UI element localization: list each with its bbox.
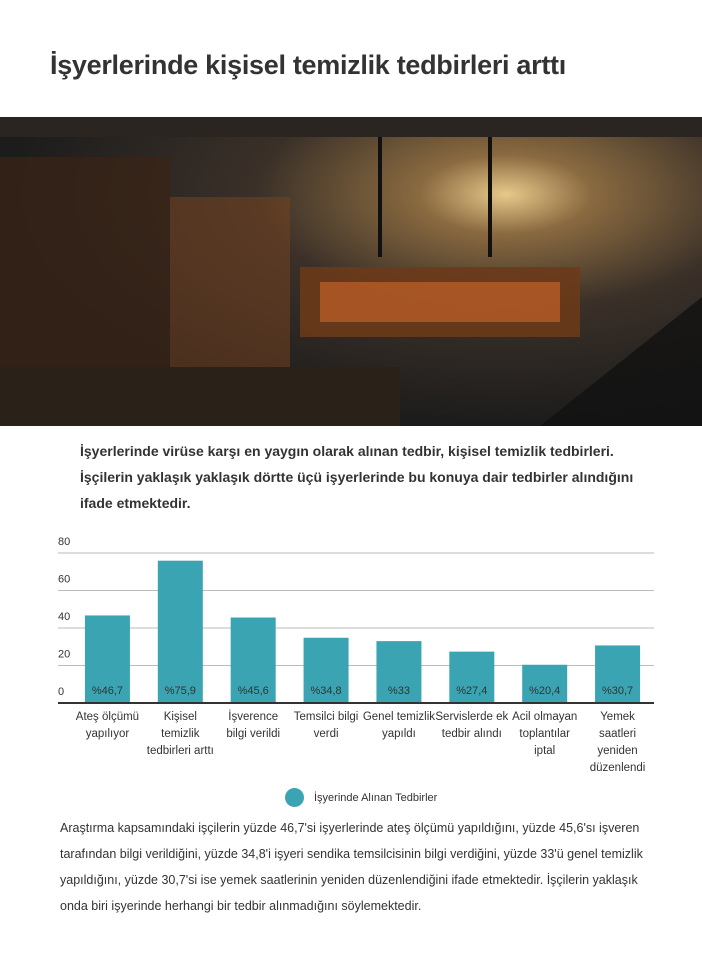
- x-tick-label-box: Acil olmayan toplantılar iptal: [512, 711, 578, 757]
- title: İşyerlerinde kişisel temizlik tedbirleri…: [50, 50, 566, 80]
- value-label: %27,4: [456, 685, 487, 697]
- x-tick-label: Servislerde ek tedbir alındı: [435, 711, 509, 740]
- bar: [157, 560, 203, 703]
- bar: [595, 645, 641, 703]
- legend-swatch: [285, 788, 304, 807]
- x-tick-label-box: Kişisel temizlik tedbirleri arttı: [146, 711, 214, 757]
- value-label: %30,7: [602, 685, 633, 697]
- x-tick-label-box: Servislerde ek tedbir alındı: [435, 711, 509, 740]
- y-tick-label: 80: [58, 536, 70, 548]
- x-tick-label: Temsilci bilgi verdi: [293, 711, 359, 740]
- closing-text: Araştırma kapsamındaki işçilerin yüzde 4…: [60, 821, 643, 913]
- x-tick-label-box: İşverence bilgi verildi: [226, 711, 281, 740]
- y-tick-label: 60: [58, 574, 70, 586]
- x-tick-label-box: Genel temizlik yapıldı: [362, 711, 436, 740]
- x-tick-label-box: Ateş ölçümü yapılıyor: [75, 711, 140, 740]
- value-label: %46,7: [92, 685, 123, 697]
- y-tick-label: 0: [58, 686, 64, 698]
- bar: [84, 615, 130, 703]
- legend-label: İşyerinde Alınan Tedbirler: [314, 791, 438, 804]
- x-tick-label-box: Temsilci bilgi verdi: [293, 711, 359, 740]
- value-label: %34,8: [310, 685, 341, 697]
- value-label: %45,6: [238, 685, 269, 697]
- legend: İşyerinde Alınan Tedbirler: [285, 788, 437, 807]
- x-tick-label: Kişisel temizlik tedbirleri arttı: [146, 711, 214, 757]
- bar: [230, 617, 276, 703]
- x-tick-label: İşverence bilgi verildi: [226, 711, 281, 740]
- value-label: %20,4: [529, 685, 560, 697]
- hero-image: [0, 117, 702, 426]
- bar: [449, 651, 495, 703]
- value-label: %75,9: [165, 685, 196, 697]
- x-tick-label: Acil olmayan toplantılar iptal: [512, 711, 578, 757]
- intro-text: İşyerlerinde virüse karşı en yaygın olar…: [80, 443, 634, 511]
- y-tick-label: 40: [58, 611, 70, 623]
- bar: [303, 637, 349, 703]
- x-tick-label: Yemek saatleri yeniden düzenlendi: [589, 711, 646, 774]
- bar: [376, 641, 422, 703]
- x-tick-label: Ateş ölçümü yapılıyor: [75, 711, 140, 740]
- bar: [522, 664, 568, 703]
- chart: 0 20 40 60 80 %46,7 Ateş ölçümü yapılıyor %75,9…: [58, 536, 654, 774]
- value-label: %33: [388, 685, 410, 697]
- x-tick-label-box: Yemek saatleri yeniden düzenlendi: [589, 711, 646, 774]
- x-tick-label: Genel temizlik yapıldı: [362, 711, 436, 740]
- y-tick-label: 20: [58, 649, 70, 661]
- image-art: [0, 117, 702, 426]
